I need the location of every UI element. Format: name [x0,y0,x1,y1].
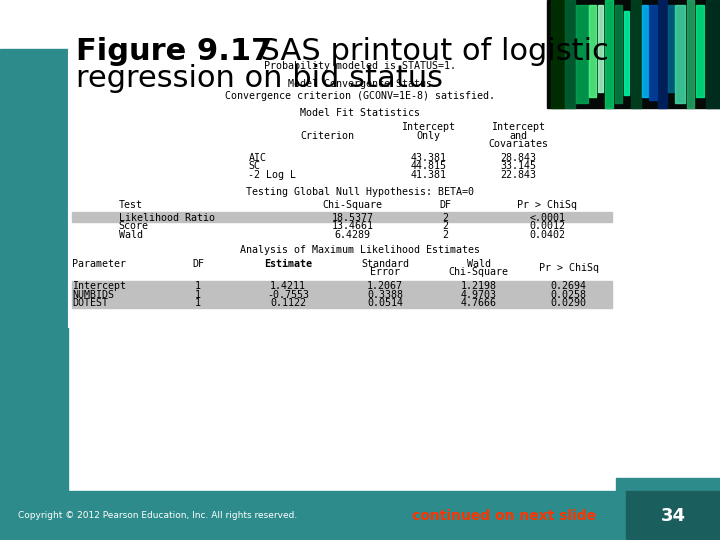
Bar [605,0,613,108]
Text: Intercept: Intercept [72,281,126,291]
Text: 0.0514: 0.0514 [367,299,403,308]
Text: Standard: Standard [361,259,409,268]
Text: 4.7666: 4.7666 [461,299,497,308]
Text: Convergence criterion (GCONV=1E-8) satisfied.: Convergence criterion (GCONV=1E-8) satis… [225,91,495,101]
Text: SAS printout of logistic: SAS printout of logistic [241,37,609,66]
Text: Model Convergence Status: Model Convergence Status [288,79,432,89]
Text: Pr > ChiSq: Pr > ChiSq [539,263,599,273]
Text: Figure 9.17: Figure 9.17 [76,37,272,66]
Bar [72,212,612,222]
Text: 44.815: 44.815 [410,161,446,171]
Text: AIC: AIC [248,153,266,163]
Bar [631,0,641,108]
Text: Probability modeled is STATUS=1.: Probability modeled is STATUS=1. [264,61,456,71]
Text: 34: 34 [661,507,685,525]
Text: Wald: Wald [119,230,143,240]
Bar [576,5,588,103]
Text: 2: 2 [442,221,448,231]
Text: Error: Error [370,267,400,277]
Text: SC: SC [248,161,261,171]
Text: Intercept: Intercept [402,122,455,132]
Text: 1: 1 [195,290,201,300]
Text: 4.9703: 4.9703 [461,290,497,300]
Text: -0.7553: -0.7553 [267,290,309,300]
Text: DF: DF [192,259,204,268]
Text: Test: Test [119,200,143,210]
Text: Criterion: Criterion [301,131,355,140]
Bar [565,0,575,108]
Text: Analysis of Maximum Likelihood Estimates: Analysis of Maximum Likelihood Estimates [240,245,480,255]
Text: 2: 2 [442,230,448,240]
Text: 1.4211: 1.4211 [270,281,306,291]
Text: Estimate: Estimate [264,259,312,268]
Bar [72,289,612,300]
Text: Chi-Square: Chi-Square [323,200,383,210]
Text: Covariates: Covariates [488,139,549,149]
Text: Chi-Square: Chi-Square [449,267,509,277]
Bar [687,0,694,108]
Text: 1: 1 [195,281,201,291]
Bar [547,0,720,108]
Bar [675,5,685,103]
Text: 0.0012: 0.0012 [529,221,565,231]
Text: 1: 1 [195,299,201,308]
Bar [696,5,704,97]
Bar [649,5,657,100]
Bar [551,0,564,108]
Text: Copyright © 2012 Pearson Education, Inc. All rights reserved.: Copyright © 2012 Pearson Education, Inc.… [18,511,297,520]
Bar [658,0,667,108]
Text: 6.4289: 6.4289 [335,230,371,240]
Text: 0.0290: 0.0290 [551,299,587,308]
Text: <.0001: <.0001 [529,213,565,222]
Bar [589,5,596,97]
Bar [616,478,720,491]
Text: 13.4661: 13.4661 [332,221,374,231]
Text: 0.2694: 0.2694 [551,281,587,291]
Bar [72,298,612,308]
Text: Wald: Wald [467,259,491,268]
Text: and: and [510,131,527,140]
Bar [626,491,720,540]
Text: 18.5377: 18.5377 [332,213,374,222]
Bar [0,491,720,540]
Bar [668,5,674,92]
Text: Parameter: Parameter [72,259,126,268]
Text: Pr > ChiSq: Pr > ChiSq [517,200,577,210]
Text: 2: 2 [442,213,448,222]
Bar [0,49,68,491]
Text: 28.843: 28.843 [500,153,536,163]
Text: 1.2198: 1.2198 [461,281,497,291]
Bar [615,5,622,103]
Text: 41.381: 41.381 [410,170,446,180]
Text: Score: Score [119,221,149,231]
Bar [598,5,603,92]
Text: DF: DF [439,200,451,210]
Text: 22.843: 22.843 [500,170,536,180]
Text: 0.3388: 0.3388 [367,290,403,300]
Text: 1.2067: 1.2067 [367,281,403,291]
Bar [624,11,629,94]
Bar [68,49,616,327]
Text: 0.1122: 0.1122 [270,299,306,308]
Text: regression on bid status: regression on bid status [76,64,443,93]
Text: Likelihood Ratio: Likelihood Ratio [119,213,215,222]
Text: Model Fit Statistics: Model Fit Statistics [300,109,420,118]
Text: Testing Global Null Hypothesis: BETA=0: Testing Global Null Hypothesis: BETA=0 [246,187,474,197]
Text: continued on next slide: continued on next slide [412,509,596,523]
Text: 0.0402: 0.0402 [529,230,565,240]
Bar [642,5,648,97]
Text: 0.0258: 0.0258 [551,290,587,300]
Bar [706,0,720,108]
Text: Only: Only [416,131,441,140]
Text: DOTEST: DOTEST [72,299,108,308]
Bar [72,281,612,291]
Text: Intercept: Intercept [491,122,546,132]
Text: 43.381: 43.381 [410,153,446,163]
Text: -2 Log L: -2 Log L [248,170,297,180]
Text: 33.145: 33.145 [500,161,536,171]
Text: NUMBIDS: NUMBIDS [72,290,114,300]
